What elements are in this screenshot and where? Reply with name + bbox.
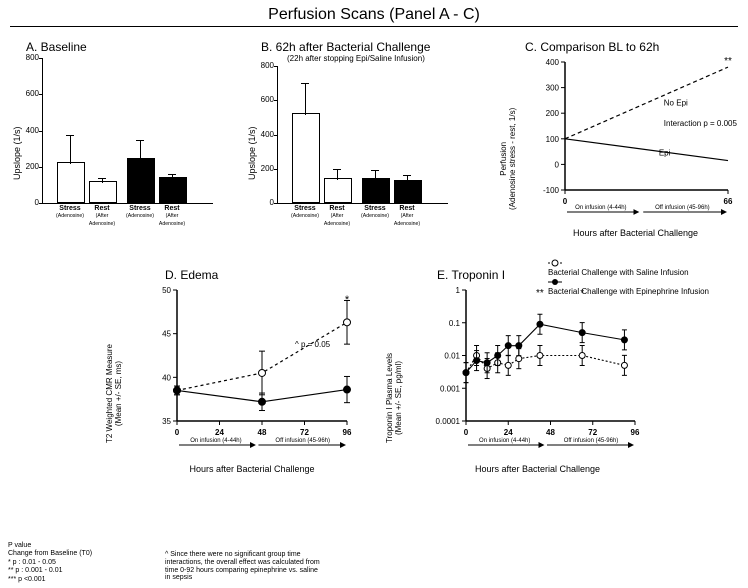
- panel-d-pnote: ^ p = 0.05: [295, 340, 330, 349]
- panel-c-xlabel: Hours after Bacterial Challenge: [533, 228, 738, 238]
- svg-text:0: 0: [464, 428, 469, 437]
- svg-text:0: 0: [555, 160, 560, 169]
- svg-text:0.001: 0.001: [440, 384, 461, 393]
- fn5: *** p <0.001: [8, 576, 92, 584]
- panel-b-title: B. 62h after Bacterial Challenge: [261, 40, 430, 54]
- perfusion-figure: Perfusion Scans (Panel A - C) A. Baselin…: [0, 0, 748, 588]
- panel-b-chart: 0200400600800Stress(Adenosine)Rest(After…: [277, 66, 448, 204]
- svg-text:100: 100: [546, 135, 560, 144]
- svg-text:Epi: Epi: [659, 148, 671, 157]
- svg-text:0.1: 0.1: [449, 319, 461, 328]
- panel-d-ylabel: T2 Weighted CMR Measure(Mean +/- SE, ms): [105, 344, 123, 443]
- svg-text:0.0001: 0.0001: [436, 417, 461, 426]
- svg-text:Off infusion (45-96h): Off infusion (45-96h): [564, 438, 619, 444]
- panel-e-ylabel: Troponin I Plasma Levels(Mean +/- SE, pg…: [385, 353, 403, 443]
- panel-b-subtitle: (22h after stopping Epi/Saline Infusion): [287, 54, 425, 63]
- fn2: Change from Baseline (T0): [8, 550, 92, 558]
- svg-text:45: 45: [162, 330, 171, 339]
- panel-d: D. Edema T2 Weighted CMR Measure(Mean +/…: [95, 268, 375, 498]
- svg-text:On infusion (4-44h): On infusion (4-44h): [479, 438, 530, 444]
- svg-text:48: 48: [546, 428, 555, 437]
- svg-text:40: 40: [162, 373, 171, 382]
- svg-text:No Epi: No Epi: [664, 99, 688, 108]
- svg-text:0: 0: [175, 428, 180, 437]
- svg-text:96: 96: [631, 428, 640, 437]
- svg-text:66: 66: [724, 197, 733, 206]
- divider: [10, 26, 738, 27]
- main-title: Perfusion Scans (Panel A - C): [0, 0, 748, 26]
- svg-text:0.01: 0.01: [444, 352, 460, 361]
- fn4: ** p : 0.001 - 0.01: [8, 567, 92, 575]
- svg-text:On infusion (4-44h): On infusion (4-44h): [575, 205, 626, 211]
- svg-text:Interaction p = 0.005: Interaction p = 0.005: [664, 119, 738, 128]
- effect-note: ^ Since there were no significant group …: [165, 551, 325, 582]
- panel-d-title: D. Edema: [165, 268, 218, 282]
- panel-a: A. Baseline Upslope (1/s) 0200400600800S…: [0, 40, 235, 240]
- svg-text:300: 300: [546, 84, 560, 93]
- panel-d-xlabel: Hours after Bacterial Challenge: [147, 464, 357, 474]
- panel-a-chart: 0200400600800Stress(Adenosine)Rest(After…: [42, 58, 213, 204]
- legend: Bacterial Challenge with Saline Infusion…: [548, 258, 709, 296]
- panel-e-chart: 0.00010.0010.010.11024487296***On infusi…: [430, 284, 645, 459]
- legend-saline: Bacterial Challenge with Saline Infusion: [548, 268, 689, 277]
- svg-text:400: 400: [546, 58, 560, 67]
- svg-text:96: 96: [343, 428, 352, 437]
- svg-text:**: **: [536, 288, 544, 299]
- svg-text:-100: -100: [543, 186, 560, 195]
- svg-text:24: 24: [215, 428, 224, 437]
- fn1: P value: [8, 542, 92, 550]
- svg-text:50: 50: [162, 286, 171, 295]
- panel-e-xlabel: Hours after Bacterial Challenge: [430, 464, 645, 474]
- panel-c-chart: -1000100200300400066No EpiEpi**Interacti…: [533, 56, 738, 226]
- svg-text:72: 72: [300, 428, 309, 437]
- footnotes: P value Change from Baseline (T0) * p : …: [8, 542, 92, 584]
- panel-b: B. 62h after Bacterial Challenge (22h af…: [235, 40, 485, 240]
- legend-epi: Bacterial Challenge with Epinephrine Inf…: [548, 287, 709, 296]
- svg-text:24: 24: [504, 428, 513, 437]
- svg-text:On infusion (4-44h): On infusion (4-44h): [190, 438, 241, 444]
- panel-e-title: E. Troponin I: [437, 268, 505, 282]
- svg-text:48: 48: [258, 428, 267, 437]
- panel-d-chart: 35 40 45 50 0 24 48 72 96 * On infusion (4-44h) Off…: [147, 284, 357, 459]
- panel-c: C. Comparison BL to 62h Perfusion(Adenos…: [485, 40, 745, 240]
- svg-text:35: 35: [162, 417, 171, 426]
- svg-text:72: 72: [588, 428, 597, 437]
- panel-e: E. Troponin I Troponin I Plasma Levels(M…: [375, 268, 675, 498]
- panel-a-title: A. Baseline: [26, 40, 87, 54]
- svg-text:Off infusion (45-96h): Off infusion (45-96h): [275, 438, 330, 444]
- svg-text:Off infusion (45-96h): Off infusion (45-96h): [655, 205, 710, 211]
- panel-c-ylabel: Perfusion(Adenosine stress - rest, 1/s): [499, 108, 517, 210]
- panel-c-title: C. Comparison BL to 62h: [525, 40, 659, 54]
- svg-text:**: **: [724, 56, 732, 67]
- svg-text:*: *: [345, 294, 350, 306]
- svg-text:200: 200: [546, 109, 560, 118]
- svg-text:1: 1: [456, 286, 461, 295]
- svg-text:0: 0: [563, 197, 568, 206]
- fn3: * p : 0.01 - 0.05: [8, 559, 92, 567]
